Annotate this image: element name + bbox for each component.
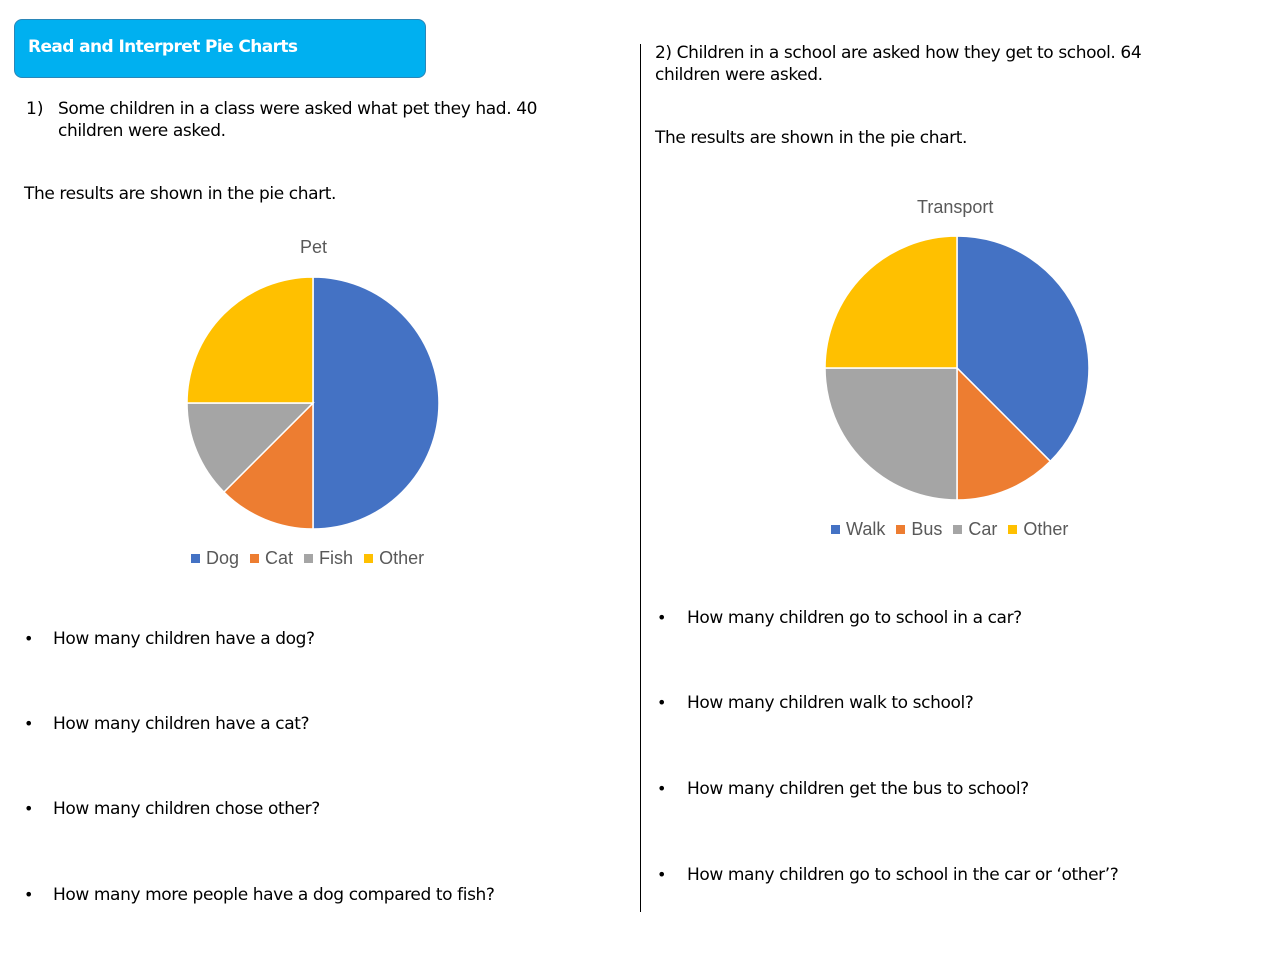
legend-swatch (1008, 525, 1018, 534)
legend-item-dog: Dog (191, 548, 239, 569)
pet-chart-legend: Dog Cat Fish Other (191, 548, 435, 569)
q2-bullet-marker: • (657, 865, 667, 884)
legend-item-fish: Fish (304, 548, 353, 569)
legend-item-other: Other (1008, 519, 1068, 540)
legend-swatch (191, 554, 200, 563)
q1-question-cat: How many children have a cat? (53, 714, 310, 734)
q2-bullet-marker: • (657, 693, 667, 712)
pie-slice-cat (222, 401, 314, 530)
q2-text-line1: 2) Children in a school are asked how th… (655, 43, 1142, 63)
pie-slice-other (186, 276, 314, 404)
q1-question-other: How many children chose other? (53, 799, 320, 819)
pie-slice-car (824, 367, 958, 501)
legend-label: Dog (206, 548, 240, 568)
q1-bullet-marker: • (24, 799, 34, 818)
legend-label: Car (968, 519, 998, 539)
pie-slice-dog (312, 276, 440, 530)
legend-swatch (896, 525, 906, 534)
q1-question-dog-vs-fish: How many more people have a dog compared… (53, 885, 495, 905)
legend-label: Bus (911, 519, 943, 539)
legend-item-other: Other (364, 548, 424, 569)
q1-question-dog: How many children have a dog? (53, 629, 315, 649)
legend-item-car: Car (953, 519, 997, 540)
legend-label: Cat (265, 548, 294, 568)
q1-results-text: The results are shown in the pie chart. (24, 184, 336, 204)
q1-text-line1: Some children in a class were asked what… (58, 99, 538, 119)
q2-question-car: How many children go to school in a car? (687, 608, 1022, 628)
q2-question-bus: How many children get the bus to school? (687, 779, 1029, 799)
pie-slice-other (824, 235, 958, 369)
q1-bullet-marker: • (24, 885, 34, 904)
transport-pie-chart (824, 235, 1090, 501)
pie-slice-bus (956, 366, 1052, 501)
legend-swatch (250, 554, 260, 563)
q1-number: 1) (26, 99, 44, 119)
q2-bullet-marker: • (657, 608, 667, 627)
legend-label: Other (1023, 519, 1069, 539)
q2-question-walk: How many children walk to school? (687, 693, 974, 713)
legend-item-bus: Bus (896, 519, 942, 540)
legend-item-cat: Cat (250, 548, 293, 569)
q1-bullet-marker: • (24, 714, 34, 733)
legend-swatch (364, 554, 374, 563)
q1-bullet-marker: • (24, 629, 34, 648)
legend-label: Other (379, 548, 425, 568)
pie-slice-walk (956, 235, 1090, 463)
q2-results-text: The results are shown in the pie chart. (655, 128, 967, 148)
q1-text-line2: children were asked. (58, 121, 226, 141)
q2-question-car-or-other: How many children go to school in the ca… (687, 865, 1119, 885)
q2-bullet-marker: • (657, 779, 667, 798)
legend-label: Fish (319, 548, 354, 568)
worksheet-header: Read and Interpret Pie Charts (14, 19, 426, 78)
worksheet-title: Read and Interpret Pie Charts (28, 37, 298, 57)
transport-chart-title: Transport (917, 197, 994, 217)
legend-swatch (304, 554, 314, 563)
column-divider (640, 44, 641, 912)
legend-label: Walk (846, 519, 886, 539)
legend-swatch (831, 525, 840, 534)
transport-chart-legend: Walk Bus Car Other (831, 519, 1079, 540)
legend-swatch (953, 525, 963, 534)
pie-slice-fish (186, 402, 315, 494)
pet-chart-title: Pet (300, 237, 328, 257)
pet-pie-chart (186, 276, 440, 530)
legend-item-walk: Walk (831, 519, 885, 540)
q2-text-line2: children were asked. (655, 65, 823, 85)
